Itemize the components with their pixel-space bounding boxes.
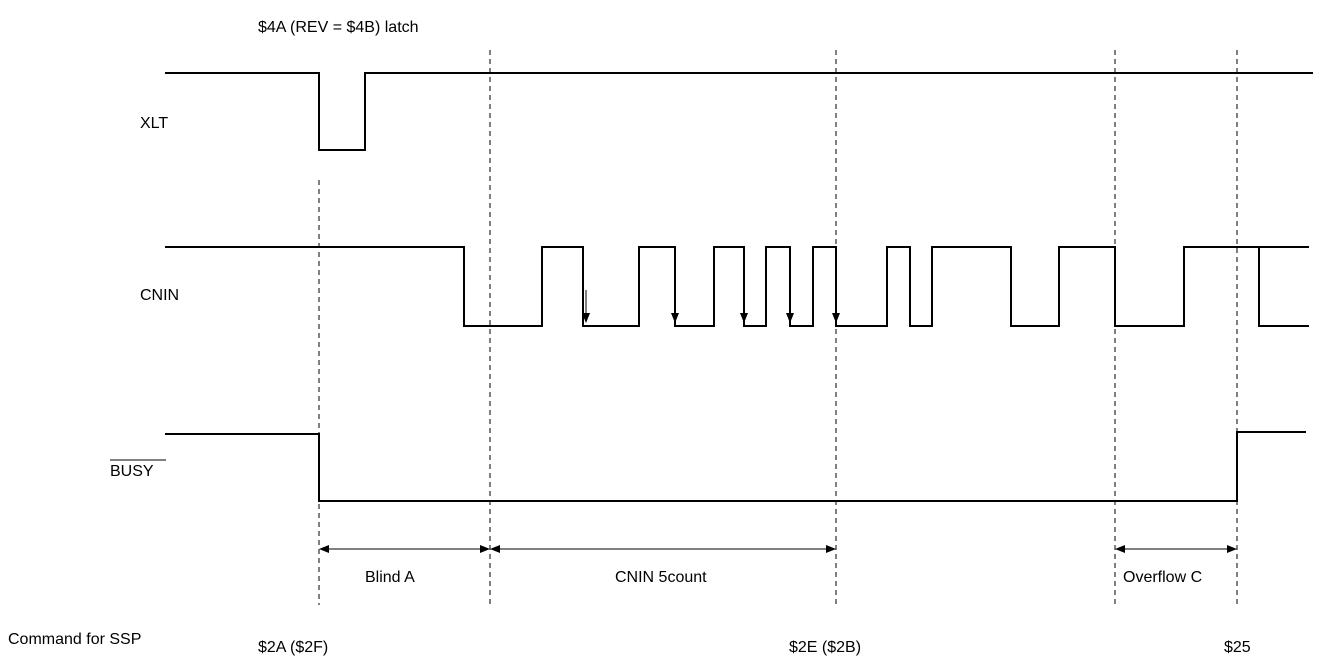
signal-label-cnin: CNIN bbox=[140, 287, 179, 304]
latch-label: $4A (REV = $4B) latch bbox=[258, 19, 419, 36]
cnin-count-arrows bbox=[582, 290, 840, 323]
signal-label-busy: BUSY bbox=[110, 463, 154, 480]
guide-lines bbox=[318, 50, 1238, 605]
interval-label-blind-a: Blind A bbox=[365, 569, 415, 586]
xlt-waveform bbox=[165, 72, 1313, 151]
interval-label-overflow-c: Overflow C bbox=[1123, 569, 1202, 586]
signal-label-xlt: XLT bbox=[140, 115, 168, 132]
command-item: $2E ($2B) bbox=[789, 639, 861, 656]
command-heading: Command for SSP bbox=[8, 631, 141, 648]
busy-waveform bbox=[165, 431, 1306, 502]
command-item: $25 bbox=[1224, 639, 1251, 656]
command-item: $2A ($2F) bbox=[258, 639, 328, 656]
cnin-waveform bbox=[165, 246, 1309, 327]
interval-label-cnin-5count: CNIN 5count bbox=[615, 569, 707, 586]
